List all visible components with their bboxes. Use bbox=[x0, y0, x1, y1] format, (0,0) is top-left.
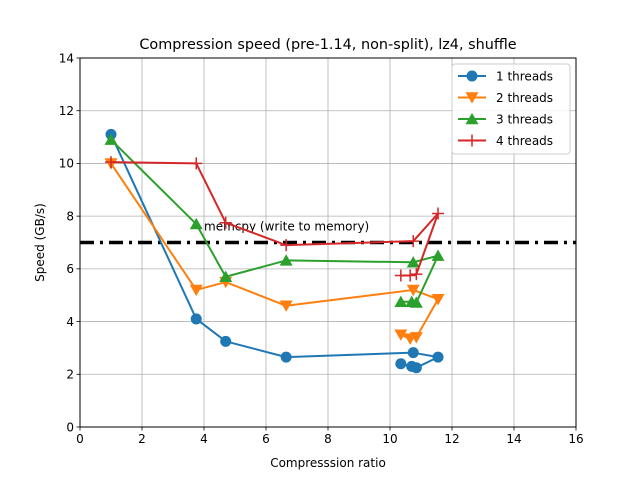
series-3 bbox=[104, 133, 445, 308]
legend-label: 1 threads bbox=[496, 69, 553, 83]
data-point bbox=[395, 358, 407, 370]
legend-item: 1 threads bbox=[458, 69, 553, 83]
y-tick-label: 12 bbox=[59, 104, 74, 118]
legend-item: 4 threads bbox=[458, 134, 553, 148]
data-point bbox=[406, 284, 420, 297]
y-tick-label: 14 bbox=[59, 51, 74, 65]
data-point bbox=[189, 284, 203, 297]
data-point bbox=[279, 300, 293, 312]
data-point bbox=[406, 256, 420, 268]
series-4 bbox=[105, 156, 445, 282]
data-point bbox=[403, 333, 417, 345]
data-point bbox=[190, 313, 202, 325]
data-point bbox=[410, 268, 423, 281]
data-point bbox=[431, 293, 445, 306]
x-tick-label: 14 bbox=[506, 432, 521, 446]
data-point bbox=[189, 217, 203, 230]
data-point bbox=[190, 157, 203, 170]
y-tick-label: 8 bbox=[66, 209, 74, 223]
legend-marker bbox=[465, 92, 479, 104]
data-point bbox=[432, 207, 445, 220]
memcpy-reference-label: memcpy (write to memory) bbox=[204, 220, 369, 234]
series-line bbox=[110, 162, 440, 340]
legend-box bbox=[451, 63, 571, 155]
x-tick-label: 4 bbox=[200, 432, 208, 446]
data-point bbox=[104, 133, 118, 145]
data-point bbox=[405, 295, 419, 308]
data-point bbox=[394, 329, 408, 341]
data-point bbox=[431, 249, 445, 261]
legend-marker bbox=[466, 70, 478, 82]
data-point bbox=[220, 335, 232, 347]
series-layer bbox=[104, 128, 445, 374]
legend-marker bbox=[465, 112, 479, 125]
y-axis-label: Speed (GB/s) bbox=[33, 203, 47, 282]
y-tick-label: 2 bbox=[66, 368, 74, 382]
y-tick-label: 0 bbox=[66, 420, 74, 434]
x-tick-label: 2 bbox=[138, 432, 146, 446]
data-point bbox=[219, 270, 233, 282]
legend-label: 2 threads bbox=[496, 91, 553, 105]
x-tick-label: 6 bbox=[262, 432, 270, 446]
y-tick-label: 6 bbox=[66, 262, 74, 276]
legend-label: 4 threads bbox=[496, 134, 553, 148]
legend-item: 2 threads bbox=[458, 91, 553, 105]
x-axis-label: Compresssion ratio bbox=[270, 456, 386, 470]
data-point bbox=[219, 216, 232, 229]
data-point bbox=[279, 254, 293, 266]
x-tick-label: 8 bbox=[324, 432, 332, 446]
data-point bbox=[394, 295, 408, 308]
data-point bbox=[406, 360, 418, 372]
series-2 bbox=[104, 158, 445, 345]
y-tick-label: 4 bbox=[66, 315, 74, 329]
legend-label: 3 threads bbox=[496, 112, 553, 126]
legend-item: 3 threads bbox=[458, 112, 553, 126]
chart-title: Compression speed (pre-1.14, non-split),… bbox=[139, 37, 516, 53]
data-point bbox=[394, 269, 407, 282]
x-tick-label: 16 bbox=[568, 432, 583, 446]
x-tick-label: 0 bbox=[76, 432, 84, 446]
data-point bbox=[280, 351, 292, 363]
legend-marker bbox=[466, 134, 478, 147]
data-point bbox=[407, 347, 419, 359]
x-tick-label: 10 bbox=[382, 432, 397, 446]
data-point bbox=[407, 235, 420, 248]
x-axis: 0 2 4 6 8 10 12 14 16 bbox=[76, 427, 584, 446]
y-axis: 0 2 4 6 8 10 12 14 bbox=[59, 51, 80, 434]
series-line bbox=[110, 134, 440, 369]
data-point bbox=[280, 239, 293, 252]
data-point bbox=[432, 351, 444, 363]
series-1 bbox=[105, 128, 444, 374]
x-tick-label: 12 bbox=[444, 432, 459, 446]
legend: 1 threads 2 threads 3 threads 4 threads bbox=[451, 63, 571, 155]
data-point bbox=[105, 156, 117, 169]
y-tick-label: 10 bbox=[59, 157, 74, 171]
